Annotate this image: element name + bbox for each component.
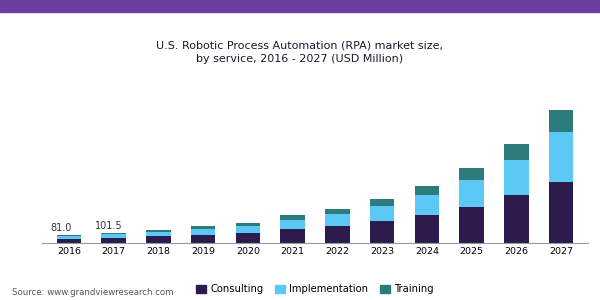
Bar [101, 238, 126, 243]
Legend: Consulting, Implementation, Training: Consulting, Implementation, Training [192, 280, 438, 298]
Bar [280, 220, 305, 229]
Bar [549, 182, 574, 243]
Text: 81.0: 81.0 [50, 223, 71, 233]
Bar [146, 232, 170, 236]
Bar [146, 236, 170, 243]
Bar [370, 221, 394, 243]
Bar [415, 195, 439, 214]
Bar [191, 226, 215, 229]
Text: Source: www.grandviewresearch.com: Source: www.grandviewresearch.com [12, 288, 173, 297]
Bar [325, 214, 350, 226]
Bar [325, 209, 350, 214]
Bar [101, 234, 126, 238]
Bar [56, 236, 81, 239]
Bar [504, 195, 529, 243]
Bar [236, 233, 260, 243]
Bar [280, 215, 305, 220]
Bar [191, 229, 215, 235]
Bar [504, 144, 529, 160]
Bar [460, 168, 484, 180]
Bar [146, 230, 170, 232]
Bar [191, 235, 215, 243]
Bar [101, 233, 126, 234]
Bar [460, 180, 484, 206]
Bar [370, 199, 394, 206]
Bar [460, 206, 484, 243]
Bar [504, 160, 529, 195]
Bar [56, 239, 81, 243]
Bar [415, 186, 439, 195]
Bar [56, 235, 81, 236]
Bar [549, 133, 574, 182]
Text: U.S. Robotic Process Automation (RPA) market size,
by service, 2016 - 2027 (USD : U.S. Robotic Process Automation (RPA) ma… [157, 40, 443, 64]
Text: 101.5: 101.5 [95, 221, 122, 231]
Bar [370, 206, 394, 221]
Bar [549, 110, 574, 133]
Bar [236, 226, 260, 233]
Bar [236, 223, 260, 226]
Bar [325, 226, 350, 243]
Bar [415, 214, 439, 243]
Bar [280, 229, 305, 243]
Bar [0, 0, 600, 12]
